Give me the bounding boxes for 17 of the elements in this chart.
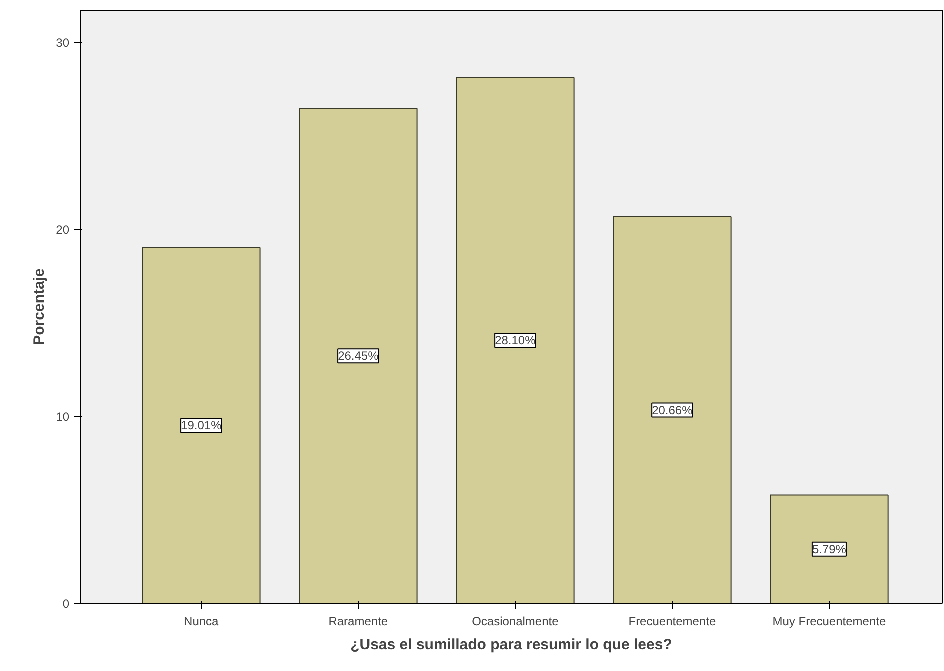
bar [613,216,732,604]
y-tick-label: 30 [56,36,70,50]
x-tick-label: Frecuentemente [628,614,716,628]
x-tick-label: Ocasionalmente [472,614,560,628]
y-tick-label: 10 [56,410,70,424]
bar [142,247,261,604]
bar [299,108,418,604]
bar [456,77,575,604]
x-tick-label: Raramente [328,614,388,628]
x-axis-title: ¿Usas el sumillado para resumir lo que lees? [350,636,672,654]
x-tick-label: Muy Frecuentemente [772,614,886,628]
y-axis-title: Porcentaje [31,268,48,346]
data-label: 5.79% [812,542,847,556]
y-tick-label: 0 [62,597,70,611]
y-tick-label: 20 [56,222,70,237]
bar [770,494,889,604]
x-tick-label: Nunca [184,614,220,628]
